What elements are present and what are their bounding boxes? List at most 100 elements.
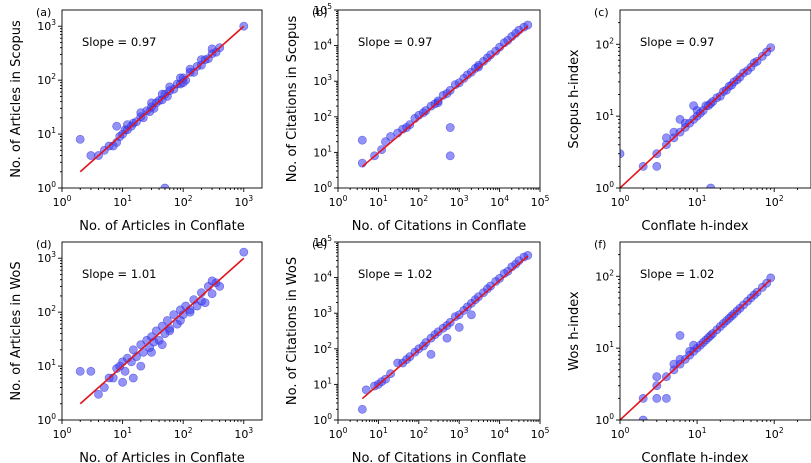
data-point: [405, 120, 415, 130]
data-point: [86, 366, 96, 376]
y-tick-label: 104: [313, 270, 332, 285]
data-point: [357, 135, 367, 145]
slope-annotation: Slope = 0.97: [358, 35, 432, 49]
x-tick-label: 101: [688, 426, 707, 441]
data-point: [662, 133, 671, 143]
x-axis-label: Conflate h-index: [641, 451, 748, 463]
data-point: [445, 123, 455, 132]
data-point: [147, 98, 156, 108]
data-point: [86, 151, 96, 160]
y-tick-label: 102: [595, 268, 614, 283]
x-tick-label: 102: [409, 426, 428, 441]
panel-letter: (f): [594, 238, 606, 251]
data-point: [215, 281, 225, 291]
y-tick-label: 100: [313, 412, 332, 427]
data-point: [689, 340, 698, 350]
x-tick-label: 101: [113, 194, 132, 209]
plot-frame: [61, 9, 263, 189]
x-tick-label: 103: [450, 426, 469, 441]
data-point: [196, 55, 206, 65]
data-point: [675, 331, 685, 340]
data-point: [675, 115, 685, 124]
data-point: [165, 82, 175, 92]
y-tick-label: 102: [595, 36, 614, 51]
x-tick-label: 103: [234, 426, 253, 441]
data-point: [662, 393, 671, 403]
x-tick-label: 105: [531, 426, 550, 441]
fit-line: [361, 25, 529, 168]
data-point: [157, 340, 167, 349]
y-tick-label: 103: [313, 305, 332, 320]
data-point: [466, 310, 476, 320]
y-axis-label: No. of Articles in WoS: [9, 261, 24, 400]
fit-line: [620, 278, 772, 420]
x-axis-label: Conflate h-index: [641, 219, 748, 234]
data-point: [147, 347, 156, 357]
x-tick-label: 102: [765, 194, 784, 209]
data-point: [151, 326, 161, 336]
y-tick-label: 105: [313, 2, 332, 17]
data-point: [445, 151, 455, 161]
panel-f: 100 101 102 100 101 102 (f) Slope = 1.02 Conflat…: [567, 238, 811, 463]
data-point: [386, 132, 395, 141]
y-tick-label: 104: [313, 38, 332, 53]
y-tick-label: 100: [595, 412, 614, 427]
panel-letter: (e): [312, 238, 327, 251]
x-tick-label: 103: [234, 194, 253, 209]
data-point: [652, 161, 662, 171]
fit-line: [79, 25, 245, 173]
x-axis-label: No. of Articles in Conflate: [79, 451, 245, 463]
y-tick-label: 100: [37, 180, 56, 195]
y-tick-label: 100: [313, 180, 332, 195]
x-tick-label: 102: [174, 426, 193, 441]
panel-b: 100 101 102 103 104 105100101102103104105(b)S…: [285, 2, 550, 234]
fit-line: [361, 255, 529, 400]
data-point: [118, 377, 127, 387]
y-tick-label: 101: [595, 108, 614, 123]
x-tick-label: 101: [369, 426, 388, 441]
y-tick-label: 102: [37, 72, 56, 87]
x-tick-label: 101: [688, 194, 707, 209]
data-point: [445, 86, 455, 95]
data-point: [766, 273, 776, 283]
panel-letter: (c): [594, 6, 609, 19]
x-tick-label: 104: [490, 426, 509, 441]
x-tick-label: 100: [611, 194, 630, 209]
panel-letter: (b): [312, 6, 328, 19]
y-axis-label: Scopus h-index: [567, 49, 582, 149]
y-tick-label: 100: [595, 180, 614, 195]
data-point: [123, 120, 132, 129]
x-axis-label: No. of Articles in Conflate: [79, 219, 245, 234]
y-axis-label: No. of Articles in Scopus: [9, 20, 24, 178]
x-axis-label: No. of Citations in Conflate: [352, 451, 526, 463]
x-tick-label: 104: [490, 194, 509, 209]
data-point: [175, 316, 185, 325]
x-tick-label: 103: [450, 194, 469, 209]
data-point: [357, 404, 367, 414]
data-point: [652, 372, 662, 382]
y-tick-label: 102: [37, 304, 56, 319]
data-point: [165, 326, 175, 336]
panel-letter: (d): [36, 238, 52, 251]
x-tick-label: 100: [53, 194, 72, 209]
panel-c: 100 101 102 100 101 102 (c) Slope = 0.97 Conflat…: [567, 6, 811, 234]
slope-annotation: Slope = 1.01: [82, 267, 156, 281]
y-tick-label: 102: [313, 341, 332, 356]
data-point: [75, 366, 85, 376]
y-tick-label: 103: [37, 250, 56, 265]
data-point: [689, 101, 698, 110]
slope-annotation: Slope = 1.02: [640, 267, 714, 281]
slope-annotation: Slope = 0.97: [640, 35, 714, 49]
y-tick-label: 102: [313, 109, 332, 124]
x-tick-label: 101: [113, 426, 132, 441]
x-axis-label: No. of Citations in Conflate: [352, 219, 526, 234]
x-tick-label: 100: [329, 426, 348, 441]
x-tick-label: 100: [329, 194, 348, 209]
data-point: [120, 366, 130, 376]
x-tick-label: 105: [531, 194, 550, 209]
data-point: [162, 316, 172, 325]
x-tick-label: 102: [174, 194, 193, 209]
data-point: [136, 108, 146, 117]
y-tick-label: 103: [37, 18, 56, 33]
